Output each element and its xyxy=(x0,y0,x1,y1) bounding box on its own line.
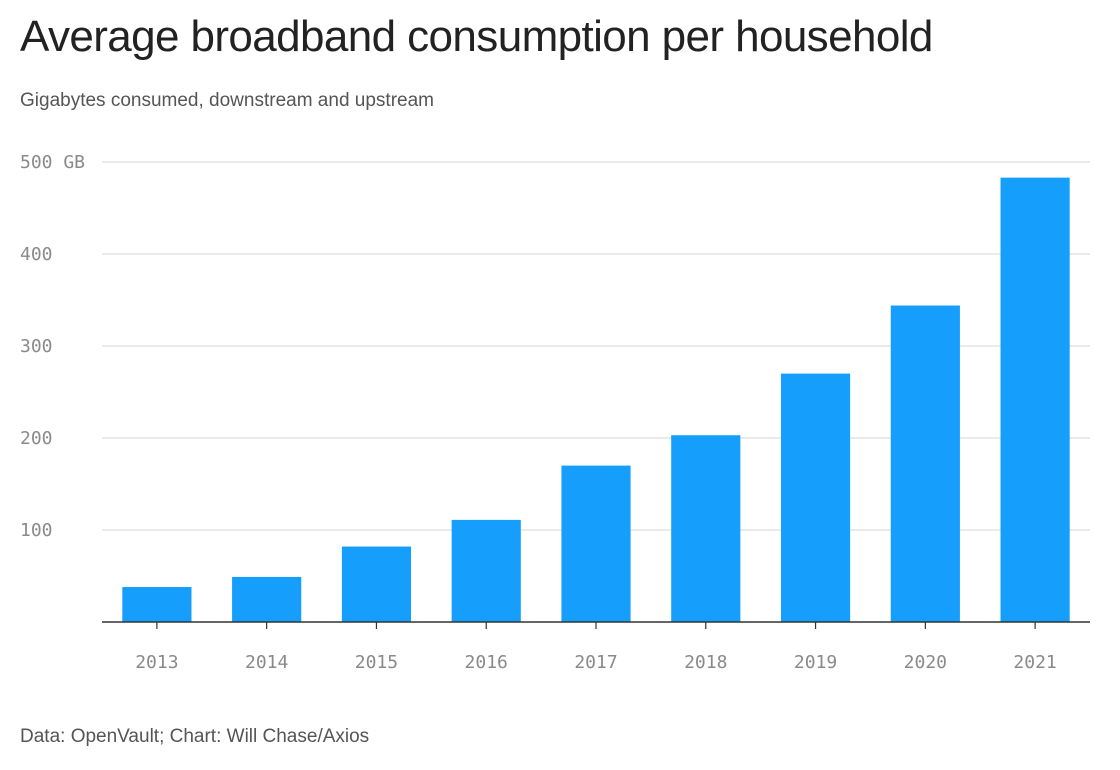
y-tick-label-500: 500 GB xyxy=(20,152,85,173)
x-tick-label-2015: 2015 xyxy=(355,652,398,673)
bars xyxy=(122,177,1070,622)
x-tick-label-2017: 2017 xyxy=(574,652,617,673)
chart-subtitle: Gigabytes consumed, downstream and upstr… xyxy=(20,90,434,111)
x-tick-label-2021: 2021 xyxy=(1013,652,1056,673)
x-axis: 2013 2014 2015 2016 2017 2018 2019 2020 2021 xyxy=(102,621,1090,673)
bar-2016 xyxy=(451,519,521,622)
x-tick-label-2018: 2018 xyxy=(684,652,727,673)
bar-2021 xyxy=(1000,177,1070,622)
bar-2014 xyxy=(232,576,302,622)
y-tick-label-200: 200 xyxy=(20,428,53,449)
x-tick-label-2013: 2013 xyxy=(135,652,178,673)
chart-title: Average broadband consumption per househ… xyxy=(20,12,933,61)
bar-2015 xyxy=(341,546,412,622)
bar-2019 xyxy=(780,373,851,622)
y-tick-label-100: 100 xyxy=(20,520,53,541)
bar-2017 xyxy=(561,465,631,622)
x-tick-label-2020: 2020 xyxy=(904,652,947,673)
x-tick-label-2014: 2014 xyxy=(245,652,288,673)
bar-2013 xyxy=(122,587,192,622)
source-note: Data: OpenVault; Chart: Will Chase/Axios xyxy=(20,726,370,747)
y-tick-label-300: 300 xyxy=(20,336,53,357)
bar-2018 xyxy=(671,435,741,622)
x-tick-label-2016: 2016 xyxy=(465,652,508,673)
y-tick-label-400: 400 xyxy=(20,244,53,265)
x-tick-label-2019: 2019 xyxy=(794,652,837,673)
bar-2020 xyxy=(890,305,960,622)
